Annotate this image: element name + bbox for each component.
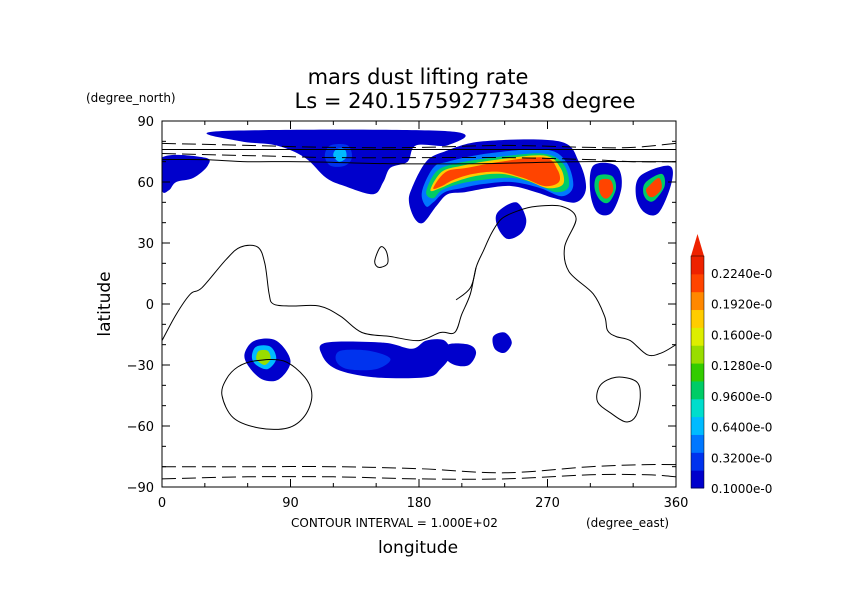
colorbar-label: 0.2240e-0 [711, 267, 772, 281]
dust-region-15 [646, 177, 662, 198]
dust-region-22 [492, 332, 512, 354]
y-tick-label: 0 [146, 298, 154, 313]
y-tick-label: 90 [137, 115, 154, 130]
dust-region-8 [433, 157, 561, 189]
contour-line-layer [162, 142, 676, 480]
chart-subtitle: Ls = 240.157592773438 degree [295, 89, 636, 113]
x-tick-label: 270 [535, 496, 560, 511]
plot-area: 0 90 180 270 360 90 60 30 0 −30 −60 −90 [127, 115, 689, 511]
contour-line-8 [596, 376, 641, 423]
contour-line-7 [221, 358, 313, 430]
dust-region-21 [444, 343, 477, 367]
contour-line-9 [162, 463, 676, 474]
x-tick-label: 180 [407, 496, 432, 511]
colorbar-label: 0.1920e-0 [711, 298, 772, 312]
x-tick-label: 0 [158, 496, 166, 511]
colorbar-label: 0.9600e-0 [711, 390, 772, 404]
colorbar-swatch [691, 327, 704, 346]
dust-region-12 [598, 178, 614, 199]
colorbar-label: 0.1280e-0 [711, 359, 772, 373]
colorbar-arrow [691, 234, 704, 256]
colorbar-swatch [691, 434, 704, 453]
contour-line-6 [374, 246, 389, 268]
y-tick-label: −60 [127, 420, 154, 435]
contour-line-5 [455, 267, 477, 301]
dust-region-18 [256, 349, 271, 366]
colorbar-swatch [691, 309, 704, 328]
chart-title: mars dust lifting rate [308, 65, 529, 89]
axis-ticks: 0 90 180 270 360 90 60 30 0 −30 −60 −90 [127, 115, 689, 511]
contour-line-4 [162, 204, 676, 357]
y-tick-label: −90 [127, 481, 154, 496]
y-tick-label: 30 [137, 237, 154, 252]
dust-region-0 [162, 154, 210, 193]
colorbar-swatch [691, 452, 704, 471]
x-units-label: (degree_east) [586, 516, 669, 530]
contour-interval-label: CONTOUR INTERVAL = 1.000E+02 [291, 516, 498, 530]
contour-line-3 [162, 158, 676, 165]
contour-line-10 [162, 473, 676, 480]
dust-region-9 [495, 202, 527, 240]
contour-line-0 [162, 142, 676, 149]
colorbar-swatch [691, 416, 704, 435]
colorbar-swatch [691, 256, 704, 275]
y-units-label: (degree_north) [86, 91, 176, 105]
colorbar-label: 0.6400e-0 [711, 421, 772, 435]
colorbar-swatch [691, 380, 704, 400]
y-tick-label: 60 [137, 176, 154, 191]
colorbar-swatch [691, 470, 704, 489]
colorbar-label: 0.1000e-0 [711, 482, 772, 496]
colorbar-swatch [691, 345, 704, 364]
colorbar-frame [690, 255, 705, 489]
colorbar-label: 0.3200e-0 [711, 451, 772, 465]
y-tick-label: −30 [127, 359, 154, 374]
y-axis-title: latitude [95, 271, 115, 336]
x-tick-label: 360 [664, 496, 689, 511]
colorbar-swatch [691, 273, 704, 293]
dust-region-20 [335, 349, 391, 371]
colorbar-label: 0.1600e-0 [711, 328, 772, 342]
x-axis-title: longitude [378, 538, 458, 558]
colorbar: 0.2240e-0 0.1920e-0 0.1600e-0 0.1280e-0 0.96… [690, 234, 772, 496]
colorbar-swatch [691, 291, 704, 311]
colorbar-swatch [691, 363, 704, 382]
dust-region-3 [333, 148, 347, 162]
colorbar-swatch [691, 398, 704, 418]
x-tick-label: 90 [282, 496, 299, 511]
